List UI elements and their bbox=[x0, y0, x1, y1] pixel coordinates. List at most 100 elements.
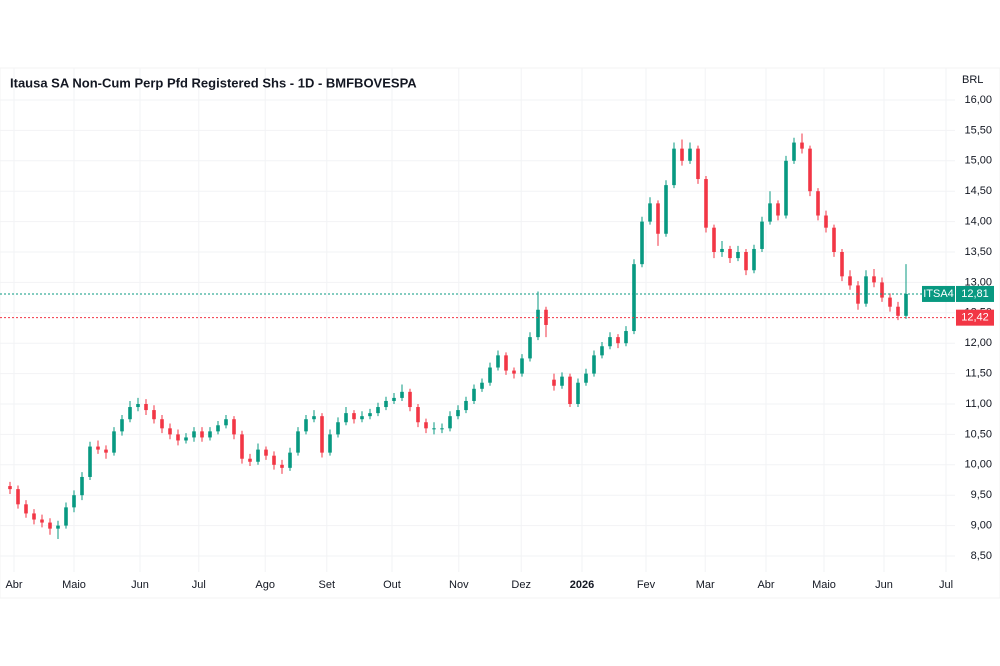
x-tick-label: Mar bbox=[696, 579, 715, 591]
previous-close-label: 12,42 bbox=[961, 312, 989, 324]
candle-body bbox=[896, 306, 900, 316]
candle-body bbox=[584, 373, 588, 383]
y-tick-label: 14,50 bbox=[964, 185, 992, 197]
y-tick-label: 14,00 bbox=[964, 216, 992, 228]
candle-body bbox=[8, 486, 12, 490]
x-tick-label: Out bbox=[383, 579, 401, 591]
currency-label: BRL bbox=[962, 74, 983, 86]
candle-body bbox=[200, 431, 204, 438]
candle-body bbox=[40, 519, 44, 523]
candle-body bbox=[80, 476, 84, 496]
x-tick-label: Maio bbox=[62, 579, 86, 591]
candle-body bbox=[592, 355, 596, 374]
candle-body bbox=[648, 203, 652, 222]
candle-body bbox=[872, 276, 876, 283]
candle-body bbox=[168, 428, 172, 435]
candle-body bbox=[344, 413, 348, 423]
candle-body bbox=[288, 452, 292, 468]
overlays: ITSA4 12,81 12,42 bbox=[0, 285, 994, 326]
x-tick-label: Jul bbox=[939, 579, 953, 591]
price-tag bbox=[956, 309, 994, 326]
candle-body bbox=[624, 331, 628, 344]
candle-body bbox=[136, 404, 140, 408]
candle-body bbox=[568, 376, 572, 404]
x-tick-label: Jun bbox=[875, 579, 893, 591]
candle-body bbox=[840, 252, 844, 277]
candle-body bbox=[176, 434, 180, 441]
candle-body bbox=[560, 376, 564, 386]
candle-body bbox=[672, 148, 676, 186]
candle-body bbox=[312, 416, 316, 420]
x-tick-label: Nov bbox=[449, 579, 469, 591]
candle-body bbox=[304, 419, 308, 432]
y-tick-label: 13,00 bbox=[964, 276, 992, 288]
candle-body bbox=[824, 215, 828, 228]
candle-body bbox=[496, 355, 500, 368]
candle-body bbox=[472, 388, 476, 401]
candle-body bbox=[664, 185, 668, 234]
candle-body bbox=[96, 446, 100, 450]
symbol-tag bbox=[922, 285, 955, 302]
candle-body bbox=[552, 379, 556, 386]
candle-body bbox=[256, 449, 260, 462]
candle-body bbox=[904, 293, 908, 316]
candle-body bbox=[240, 434, 244, 459]
y-tick-label: 9,00 bbox=[971, 520, 992, 532]
candle-body bbox=[160, 419, 164, 429]
candle-body bbox=[328, 434, 332, 453]
candle-body bbox=[392, 397, 396, 401]
y-tick-label: 10,00 bbox=[964, 459, 992, 471]
candle-body bbox=[216, 425, 220, 432]
candle-body bbox=[728, 248, 732, 259]
candle-body bbox=[416, 407, 420, 423]
candle-body bbox=[48, 522, 52, 529]
candle-body bbox=[88, 446, 92, 477]
candles bbox=[8, 133, 908, 539]
candle-body bbox=[232, 419, 236, 435]
chart-panel bbox=[0, 67, 1000, 599]
candle-body bbox=[816, 191, 820, 216]
candle-body bbox=[520, 358, 524, 374]
candle-body bbox=[104, 449, 108, 453]
y-tick-label: 8,50 bbox=[971, 550, 992, 562]
candle-body bbox=[832, 227, 836, 252]
x-tick-label: Maio bbox=[812, 579, 836, 591]
candle-body bbox=[512, 370, 516, 374]
candle-body bbox=[768, 203, 772, 222]
candle-body bbox=[696, 148, 700, 180]
y-tick-label: 10,50 bbox=[964, 428, 992, 440]
candle-body bbox=[800, 142, 804, 149]
y-tick-label: 11,50 bbox=[965, 368, 992, 380]
candle-body bbox=[808, 148, 812, 192]
candle-body bbox=[464, 400, 468, 411]
candle-body bbox=[488, 367, 492, 383]
candle-body bbox=[680, 148, 684, 161]
candle-body bbox=[272, 455, 276, 465]
candle-body bbox=[456, 410, 460, 417]
candle-body bbox=[720, 248, 724, 252]
candle-body bbox=[368, 413, 372, 417]
candle-body bbox=[792, 142, 796, 161]
candle-body bbox=[688, 148, 692, 161]
candle-body bbox=[384, 400, 388, 408]
grid: 8,50 9,00 9,50 10,00 10,50 11,00 11,50 12,00 12,… bbox=[0, 68, 992, 591]
candle-body bbox=[784, 160, 788, 216]
candle-body bbox=[192, 431, 196, 438]
candle-body bbox=[528, 337, 532, 359]
candle-body bbox=[376, 407, 380, 414]
candle-body bbox=[248, 458, 252, 462]
candle-body bbox=[400, 391, 404, 398]
candle-body bbox=[280, 464, 284, 468]
candle-body bbox=[616, 337, 620, 344]
candle-body bbox=[776, 203, 780, 216]
x-tick-label: Ago bbox=[255, 579, 275, 591]
candle-body bbox=[640, 221, 644, 265]
candle-body bbox=[144, 404, 148, 411]
candle-body bbox=[32, 513, 36, 520]
candle-body bbox=[608, 337, 612, 347]
candle-body bbox=[224, 419, 228, 426]
last-price-label: 12,81 bbox=[961, 288, 989, 300]
candle-body bbox=[72, 495, 76, 508]
y-tick-label: 9,50 bbox=[971, 489, 992, 501]
